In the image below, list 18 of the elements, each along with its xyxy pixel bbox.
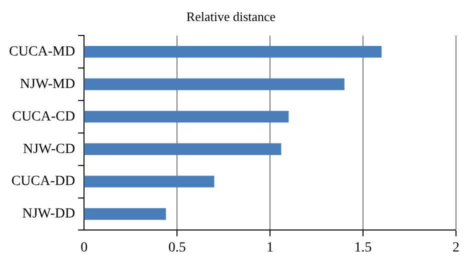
x-tick-label: 2 [452, 240, 460, 256]
y-tick-label: CUCA-DD [11, 174, 76, 190]
y-tick-label: CUCA-CD [12, 109, 76, 124]
y-tick-label: NJW-DD [22, 206, 76, 222]
chart-title: Relative distance [186, 9, 276, 24]
y-tick-label: NJW-CD [22, 142, 76, 157]
y-tick-label: NJW-MD [20, 76, 76, 92]
x-tick-label: 1 [266, 240, 274, 256]
y-tick-label: CUCA-MD [8, 44, 76, 60]
bar [84, 46, 382, 58]
bar [84, 143, 282, 155]
bar [84, 78, 344, 90]
bar [84, 208, 166, 220]
x-tick-label: 0 [80, 240, 88, 256]
bar [84, 176, 214, 188]
x-tick-label: 1.5 [354, 240, 372, 256]
x-tick-label: 0.5 [168, 240, 186, 256]
bar [84, 110, 289, 123]
